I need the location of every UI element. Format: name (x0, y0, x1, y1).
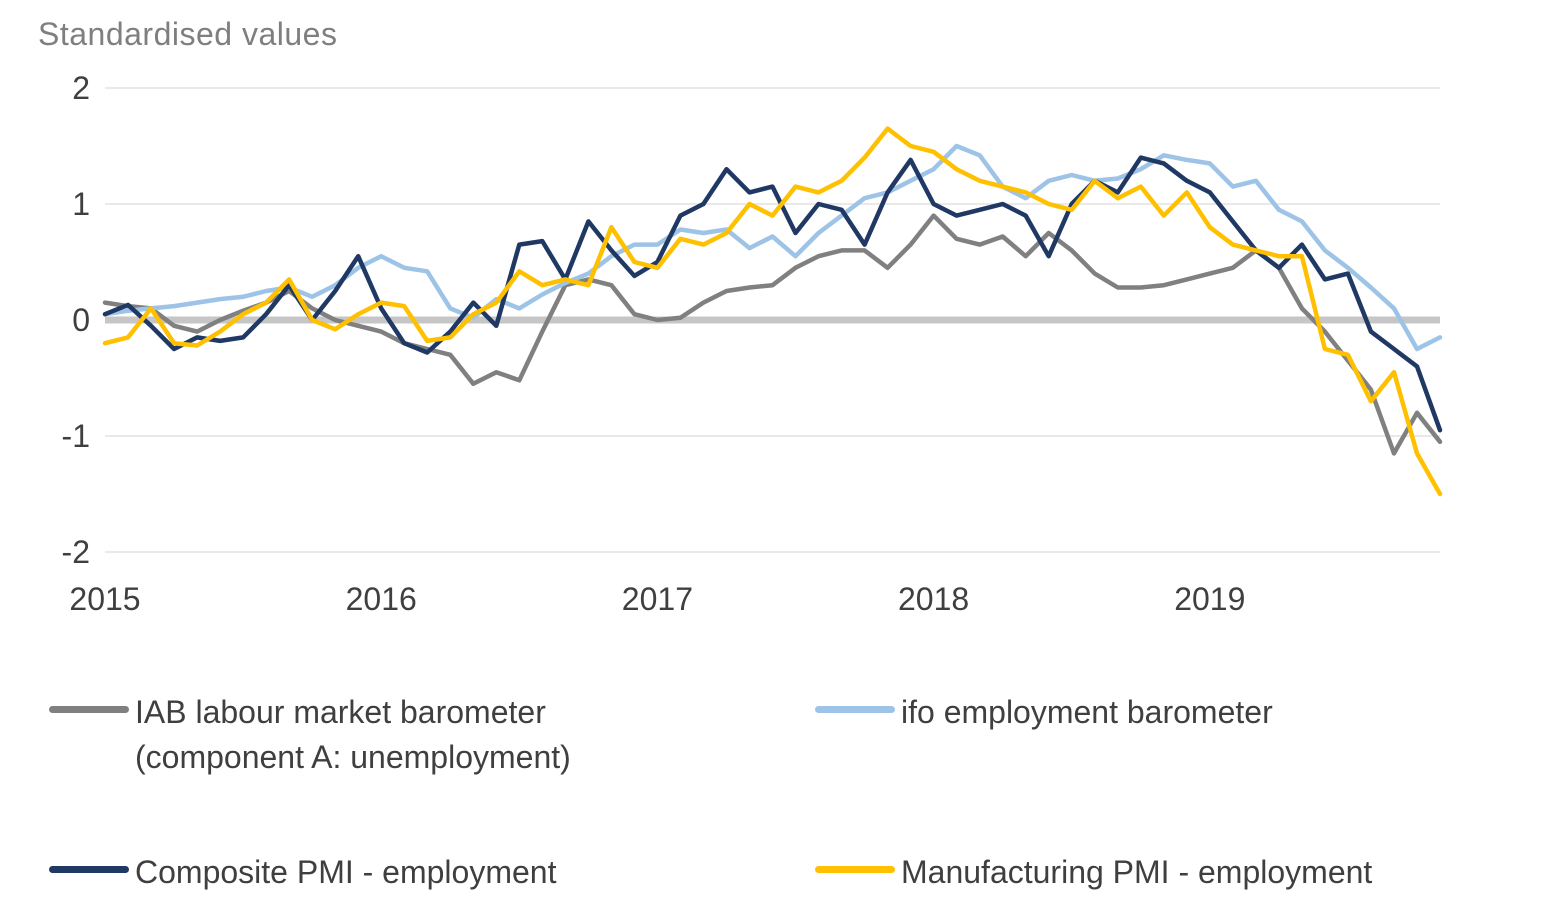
x-axis-tick-label: 2016 (346, 581, 417, 617)
x-axis-tick-label: 2019 (1174, 581, 1245, 617)
series-line-composite-pmi (102, 155, 1443, 433)
series-line-iab (102, 213, 1443, 456)
legend-item-composite-pmi: Composite PMI - employment (49, 850, 556, 895)
series-line-ifo (102, 143, 1443, 352)
y-axis-tick-label: 2 (72, 70, 90, 106)
legend-label-iab: IAB labour market barometer (component A… (135, 694, 571, 776)
legend-swatch-ifo-icon (815, 706, 895, 713)
y-axis-tick-label: -2 (62, 534, 90, 570)
legend-label-composite-pmi: Composite PMI - employment (135, 854, 557, 890)
legend-swatch-composite-pmi-icon (49, 866, 129, 873)
x-axis-tick-label: 2017 (622, 581, 693, 617)
x-axis-tick-label: 2015 (69, 581, 140, 617)
legend-swatch-manufacturing-pmi-icon (815, 866, 895, 873)
chart-title: Standardised values (38, 16, 338, 52)
y-axis-tick-label: 1 (72, 186, 90, 222)
y-axis-tick-label: 0 (72, 302, 90, 338)
y-axis-tick-label: -1 (62, 418, 90, 454)
line-chart-canvas: 2 1 0 -1 -2 2015 2016 2017 2018 2019 (62, 70, 1443, 617)
legend-item-manufacturing-pmi: Manufacturing PMI - employment (815, 850, 1372, 895)
series-line-manufacturing-pmi (102, 126, 1443, 497)
legend-item-iab: IAB labour market barometer (component A… (49, 690, 695, 781)
legend-item-ifo: ifo employment barometer (815, 690, 1273, 735)
legend-swatch-iab-icon (49, 706, 129, 713)
x-axis-tick-label: 2018 (898, 581, 969, 617)
legend-label-ifo: ifo employment barometer (901, 694, 1273, 730)
legend-label-manufacturing-pmi: Manufacturing PMI - employment (901, 854, 1373, 890)
